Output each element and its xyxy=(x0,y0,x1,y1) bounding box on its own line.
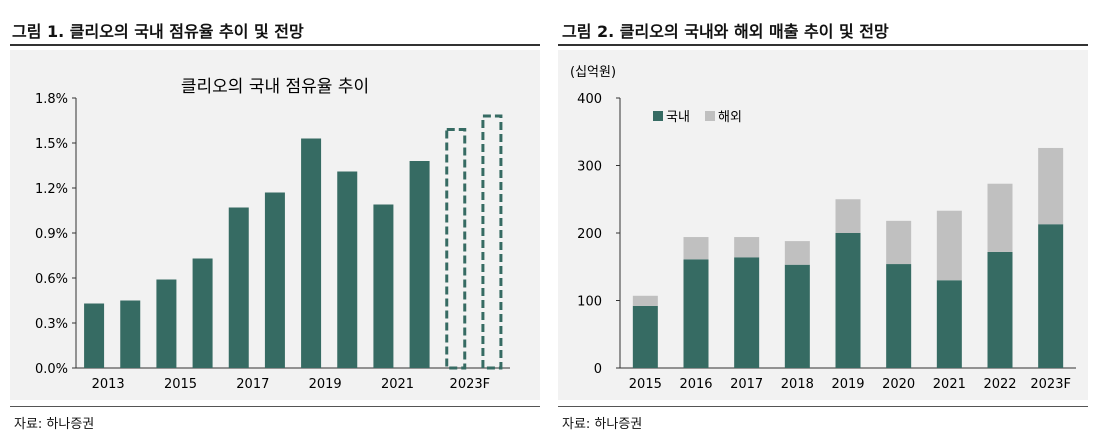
bar xyxy=(264,192,285,368)
overseas-bar xyxy=(632,295,658,306)
figure1-source: 자료: 하나증권 xyxy=(14,417,95,432)
domestic-bar xyxy=(784,264,810,368)
chart-title: 클리오의 국내 점유율 추이 xyxy=(181,77,369,97)
overseas-bar xyxy=(784,241,810,265)
y-tick-label: 1.8% xyxy=(35,92,68,107)
divider xyxy=(558,406,1088,407)
x-tick-label: 2020 xyxy=(882,377,915,392)
divider xyxy=(558,44,1088,46)
x-tick-label: 2021 xyxy=(933,377,966,392)
x-tick-label: 2015 xyxy=(629,377,662,392)
chart2-panel: (십억원) 0 100 200 300 400 2015 2016 2017 2018 2019 20… xyxy=(558,50,1088,400)
chart1: 클리오의 국내 점유율 추이 0.0% 0.3% 0.6% 0.9% 1.2% 1.5% 1.… xyxy=(35,77,510,392)
overseas-bar xyxy=(936,210,962,281)
overseas-bar xyxy=(886,220,912,265)
x-tick-label: 2018 xyxy=(781,377,814,392)
bar xyxy=(373,204,394,368)
x-tick-label: 2013 xyxy=(92,377,125,392)
y-axis-unit: (십억원) xyxy=(570,65,616,80)
x-tick-label: 2019 xyxy=(309,377,342,392)
domestic-bar xyxy=(632,305,658,368)
legend-label: 해외 xyxy=(718,110,742,125)
bar xyxy=(301,138,322,368)
x-tick-label: 2023F xyxy=(1030,377,1071,392)
divider xyxy=(10,406,540,407)
x-tick-label: 2015 xyxy=(164,377,197,392)
domestic-bar xyxy=(987,251,1013,368)
bar xyxy=(192,258,213,368)
domestic-bar xyxy=(683,259,709,368)
legend-swatch xyxy=(653,111,663,121)
legend-swatch xyxy=(705,111,715,121)
x-tick-label: 2019 xyxy=(831,377,864,392)
y-tick-label: 400 xyxy=(577,92,602,107)
legend-label: 국내 xyxy=(666,110,690,125)
overseas-bar xyxy=(734,237,760,258)
x-tick-label: 2017 xyxy=(730,377,763,392)
domestic-bar xyxy=(936,280,962,368)
domestic-bar xyxy=(734,257,760,368)
y-tick-label: 100 xyxy=(577,295,602,310)
y-tick-label: 300 xyxy=(577,160,602,175)
overseas-bar xyxy=(835,199,861,233)
divider xyxy=(10,44,540,46)
chart2: (십억원) 0 100 200 300 400 2015 2016 2017 2018 2019 20… xyxy=(570,65,1076,392)
y-tick-label: 1.2% xyxy=(35,182,68,197)
bar xyxy=(409,161,430,368)
y-tick-label: 0.6% xyxy=(35,272,68,287)
domestic-bar xyxy=(835,233,861,368)
y-tick-label: 200 xyxy=(577,227,602,242)
x-tick-label: 2017 xyxy=(236,377,269,392)
figure2-title: 그림 2. 클리오의 국내와 해외 매출 추이 및 전망 xyxy=(562,22,889,41)
figure2-source: 자료: 하나증권 xyxy=(562,417,643,432)
overseas-bar xyxy=(683,237,709,260)
y-tick-label: 0.9% xyxy=(35,227,68,242)
overseas-bar xyxy=(987,183,1013,252)
domestic-bar xyxy=(886,264,912,368)
bar xyxy=(120,300,141,368)
y-tick-label: 1.5% xyxy=(35,137,68,152)
y-tick-label: 0.3% xyxy=(35,317,68,332)
y-tick-label: 0 xyxy=(594,362,602,377)
forecast-bar xyxy=(481,114,503,370)
forecast-bar xyxy=(445,128,467,370)
figure1-title: 그림 1. 클리오의 국내 점유율 추이 및 전망 xyxy=(12,22,304,41)
x-tick-label: 2021 xyxy=(381,377,414,392)
chart1-panel: 클리오의 국내 점유율 추이 0.0% 0.3% 0.6% 0.9% 1.2% 1.5% 1.… xyxy=(10,50,540,400)
x-tick-label: 2016 xyxy=(679,377,712,392)
bar xyxy=(84,303,105,368)
bar xyxy=(337,171,358,368)
x-tick-label: 2022 xyxy=(983,377,1016,392)
bar xyxy=(228,207,249,368)
bar xyxy=(156,279,177,368)
domestic-bar xyxy=(1038,224,1064,368)
y-tick-label: 0.0% xyxy=(35,362,68,377)
x-tick-label: 2023F xyxy=(450,377,491,392)
overseas-bar xyxy=(1038,147,1064,225)
